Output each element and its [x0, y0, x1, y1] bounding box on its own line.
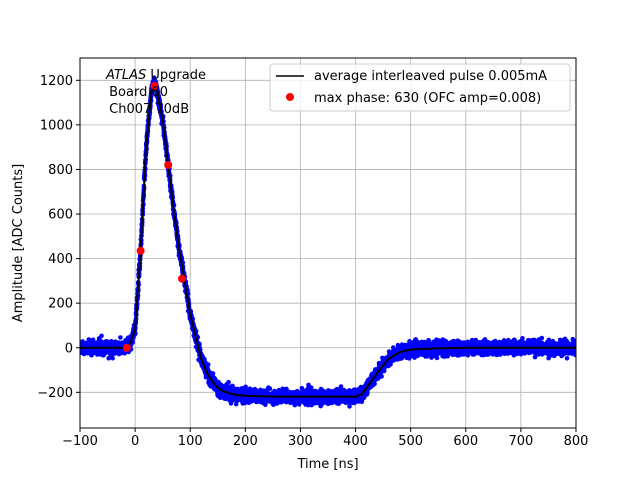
- scatter-point: [210, 371, 216, 376]
- scatter-point: [118, 335, 123, 340]
- scatter-point: [106, 356, 111, 361]
- scatter-point: [205, 362, 211, 367]
- scatter-point: [110, 355, 115, 361]
- scatter-point: [122, 351, 128, 356]
- scatter-point: [372, 381, 377, 387]
- scatter-point: [233, 401, 239, 407]
- scatter-point: [379, 374, 384, 379]
- scatter-point: [267, 386, 273, 392]
- scatter-point: [347, 404, 352, 409]
- scatter-point: [99, 333, 104, 339]
- scatter-point: [434, 355, 440, 361]
- scatter-point: [226, 379, 231, 385]
